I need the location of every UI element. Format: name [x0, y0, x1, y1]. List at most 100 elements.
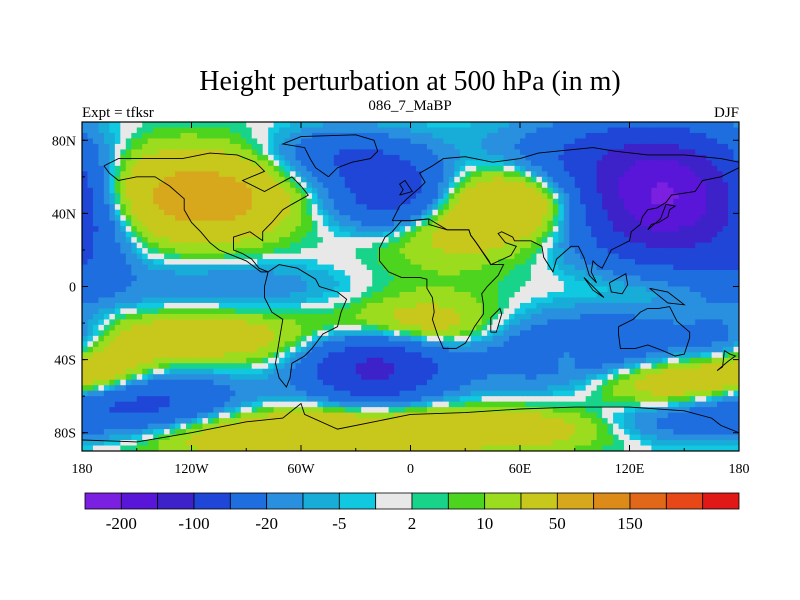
- field-cell: [465, 313, 472, 320]
- field-cell: [229, 281, 236, 288]
- field-cell: [169, 160, 176, 167]
- field-cell: [656, 198, 663, 205]
- field-cell: [273, 171, 280, 178]
- field-cell: [262, 237, 269, 244]
- field-cell: [656, 281, 663, 288]
- field-cell: [361, 324, 368, 331]
- field-cell: [339, 220, 346, 227]
- field-cell: [311, 231, 319, 238]
- field-cell: [175, 319, 182, 326]
- field-cell: [530, 330, 538, 337]
- field-cell: [470, 259, 477, 266]
- field-cell: [711, 335, 718, 342]
- field-cell: [634, 209, 642, 216]
- field-cell: [366, 259, 373, 266]
- field-cell: [344, 198, 351, 205]
- field-cell: [476, 330, 483, 337]
- field-cell: [218, 281, 225, 288]
- field-cell: [344, 330, 351, 337]
- field-cell: [290, 215, 297, 222]
- field-cell: [202, 319, 209, 326]
- field-cell: [678, 302, 685, 310]
- field-cell: [306, 182, 313, 189]
- field-cell: [273, 187, 280, 194]
- field-cell: [246, 341, 253, 348]
- field-cell: [733, 237, 739, 244]
- field-cell: [355, 182, 362, 189]
- field-cell: [405, 237, 412, 244]
- field-cell: [454, 264, 461, 271]
- field-cell: [487, 209, 494, 216]
- field-cell: [684, 220, 691, 227]
- field-cell: [405, 324, 412, 331]
- field-cell: [213, 330, 220, 337]
- field-cell: [388, 346, 395, 353]
- field-cell: [684, 127, 691, 134]
- field-cell: [207, 237, 214, 244]
- field-cell: [301, 160, 308, 167]
- field-cell: [98, 154, 105, 161]
- field-cell: [563, 335, 570, 342]
- field-cell: [240, 231, 247, 238]
- field-cell: [246, 143, 253, 151]
- field-cell: [311, 319, 319, 326]
- field-cell: [596, 341, 603, 348]
- field-cell: [240, 226, 247, 233]
- field-cell: [733, 270, 739, 277]
- field-cell: [284, 341, 291, 348]
- field-cell: [142, 193, 149, 200]
- field-cell: [410, 324, 417, 331]
- field-cell: [728, 275, 735, 282]
- field-cell: [454, 346, 461, 353]
- field-cell: [717, 270, 724, 277]
- field-cell: [689, 132, 696, 140]
- field-cell: [509, 270, 516, 277]
- field-cell: [514, 341, 521, 348]
- field-cell: [268, 346, 275, 353]
- field-cell: [525, 319, 532, 326]
- field-cell: [366, 187, 373, 194]
- field-cell: [667, 308, 674, 315]
- field-cell: [437, 143, 444, 151]
- field-cell: [311, 253, 319, 260]
- field-cell: [536, 160, 543, 167]
- field-cell: [574, 132, 581, 140]
- field-cell: [109, 204, 116, 211]
- field-cell: [547, 149, 554, 156]
- field-cell: [136, 286, 143, 293]
- field-cell: [624, 248, 631, 255]
- field-cell: [415, 270, 423, 277]
- field-cell: [613, 132, 620, 140]
- field-cell: [695, 324, 702, 331]
- field-cell: [733, 297, 739, 304]
- field-cell: [120, 132, 127, 140]
- field-cell: [634, 270, 642, 277]
- field-cell: [733, 187, 739, 194]
- field-cell: [109, 259, 116, 266]
- field-cell: [558, 286, 565, 293]
- field-cell: [246, 149, 253, 156]
- field-cell: [722, 275, 729, 282]
- field-cell: [164, 149, 171, 156]
- field-cell: [514, 253, 521, 260]
- field-cell: [558, 242, 565, 249]
- field-cell: [92, 187, 100, 194]
- field-cell: [563, 132, 570, 140]
- field-cell: [667, 182, 674, 189]
- field-cell: [186, 165, 193, 172]
- field-cell: [169, 297, 176, 304]
- field-cell: [131, 165, 138, 172]
- field-cell: [355, 270, 362, 277]
- field-cell: [607, 308, 614, 315]
- field-cell: [673, 275, 680, 282]
- field-cell: [520, 253, 527, 260]
- field-cell: [142, 160, 149, 167]
- field-cell: [186, 330, 193, 337]
- field-cell: [405, 215, 412, 222]
- field-cell: [629, 275, 636, 282]
- field-cell: [733, 220, 739, 227]
- field-cell: [92, 270, 100, 277]
- field-cell: [470, 193, 477, 200]
- field-cell: [355, 193, 362, 200]
- field-cell: [207, 143, 214, 151]
